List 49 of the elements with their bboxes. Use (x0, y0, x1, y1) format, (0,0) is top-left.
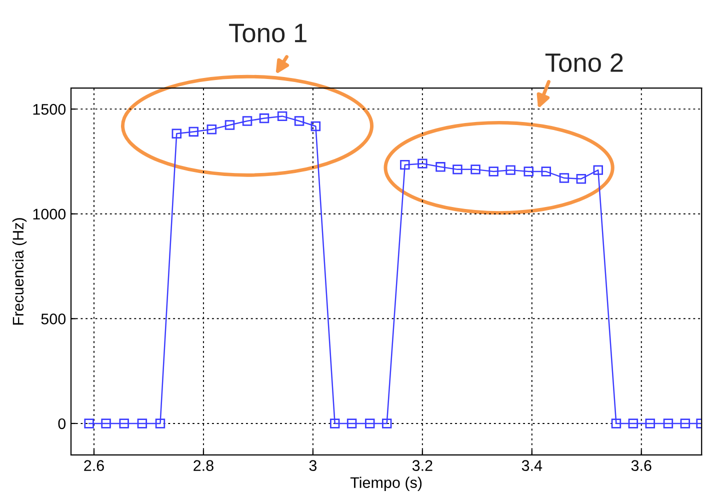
y-tick-label: 1500 (33, 104, 66, 115)
point (593, 165, 603, 175)
point (541, 166, 551, 176)
point (84, 418, 94, 428)
y-tick-label: 1000 (33, 208, 66, 220)
x-axis-title: Tiempo (s) (350, 476, 422, 492)
point (576, 174, 586, 184)
point (436, 162, 446, 172)
point (452, 164, 462, 174)
x-tick-label: 2.6 (84, 460, 104, 471)
x-tick-label: 3 (309, 460, 317, 471)
y-tick-label: 0 (58, 418, 66, 430)
point (470, 164, 480, 174)
x-tick-label: 2.8 (194, 460, 214, 471)
x-tick-label: 3.4 (522, 460, 542, 471)
x-tick-label: 3.6 (631, 460, 652, 471)
point (137, 418, 148, 428)
point (101, 418, 111, 428)
point (188, 126, 198, 137)
point (224, 120, 235, 130)
point (310, 121, 321, 132)
point (346, 418, 357, 428)
point (294, 116, 304, 126)
point (663, 418, 674, 428)
point (382, 418, 392, 428)
point (277, 111, 288, 122)
point (488, 166, 498, 176)
point (506, 165, 516, 175)
point (645, 418, 655, 428)
point (259, 113, 270, 124)
point (559, 173, 570, 183)
text: Tono 1 (229, 24, 306, 42)
point (418, 158, 428, 168)
text: Tono 2 (545, 53, 623, 72)
point (119, 418, 129, 428)
point (172, 128, 182, 138)
point (155, 418, 166, 428)
point (330, 418, 340, 428)
point (206, 124, 217, 134)
point (524, 166, 534, 176)
point (242, 116, 252, 126)
point (365, 418, 375, 428)
y-tick-label: 500 (41, 314, 66, 324)
point (628, 418, 638, 428)
point (400, 160, 410, 170)
point (611, 418, 622, 428)
x-tick-label: 3.2 (412, 460, 432, 471)
point (680, 418, 690, 428)
y-axis-title: Frecuencia (Hz) (12, 218, 27, 325)
